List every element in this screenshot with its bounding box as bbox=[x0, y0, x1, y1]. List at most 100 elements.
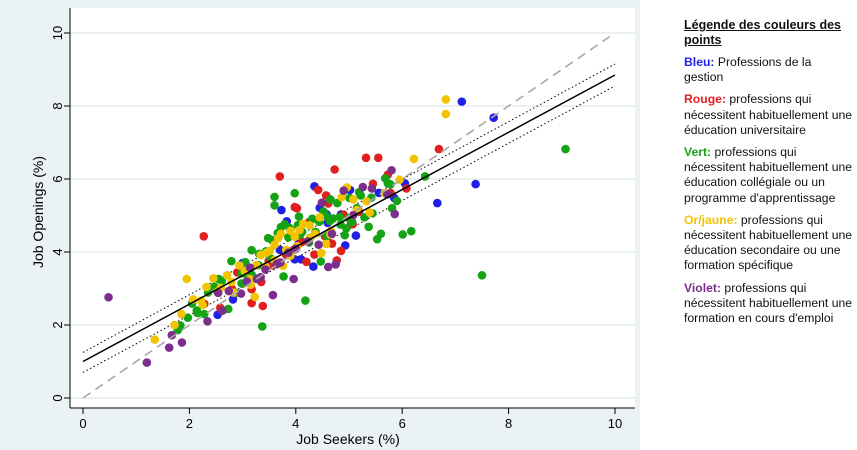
data-point-green bbox=[335, 212, 345, 222]
data-point-red bbox=[199, 232, 209, 241]
data-point-gold bbox=[315, 213, 325, 222]
x-tick-label: 10 bbox=[608, 416, 622, 431]
data-point-green bbox=[294, 212, 304, 221]
data-point-gold bbox=[317, 248, 326, 258]
legend-key: Rouge: bbox=[684, 92, 726, 107]
data-point-purple bbox=[203, 317, 212, 326]
data-point-gold bbox=[250, 292, 260, 302]
data-point-purple bbox=[367, 184, 377, 193]
y-axis-label: Job Openings (%) bbox=[30, 156, 46, 268]
legend-text: professions qui nécessitent habituelleme… bbox=[684, 212, 853, 273]
data-point-purple bbox=[289, 274, 298, 284]
data-point-purple bbox=[164, 343, 174, 352]
data-point-blue bbox=[433, 198, 442, 208]
data-point-green bbox=[183, 313, 193, 323]
data-point-purple bbox=[104, 292, 113, 302]
data-point-purple bbox=[177, 338, 187, 347]
data-point-gold bbox=[198, 300, 207, 310]
data-point-green bbox=[227, 256, 236, 266]
data-point-gold bbox=[409, 154, 419, 164]
data-point-red bbox=[434, 144, 444, 154]
data-point-gold bbox=[202, 282, 211, 292]
data-point-green bbox=[477, 271, 487, 280]
data-point-green bbox=[247, 245, 256, 255]
data-point-green bbox=[270, 200, 279, 210]
data-point-green bbox=[376, 229, 386, 239]
data-point-purple bbox=[317, 198, 327, 208]
axes: 0 2 4 6 8 10 0 2 4 6 8 10 bbox=[50, 8, 635, 431]
x-tick-label: 8 bbox=[505, 416, 512, 431]
data-point-gold bbox=[150, 335, 160, 344]
data-point-green bbox=[284, 233, 293, 242]
x-tick-label: 4 bbox=[292, 416, 299, 431]
data-point-red bbox=[361, 153, 371, 163]
data-point-blue bbox=[351, 231, 361, 240]
data-point-red bbox=[302, 257, 311, 267]
data-point-gold bbox=[441, 109, 451, 119]
data-point-blue bbox=[275, 245, 285, 255]
data-point-blue bbox=[228, 295, 238, 304]
data-point-purple bbox=[218, 306, 227, 316]
data-point-purple bbox=[323, 262, 333, 272]
data-point-gold bbox=[348, 195, 358, 204]
legend-entry: Vert: professions qui nécessitent habitu… bbox=[684, 145, 854, 206]
data-point-gold bbox=[305, 221, 314, 230]
data-point-purple bbox=[339, 186, 348, 195]
data-point-red bbox=[373, 153, 383, 163]
data-point-gold bbox=[276, 229, 286, 239]
data-point-green bbox=[270, 192, 279, 202]
data-point-green bbox=[398, 230, 408, 239]
y-tick-label: 2 bbox=[50, 321, 65, 328]
legend-key: Vert: bbox=[684, 145, 712, 160]
data-point-green bbox=[263, 233, 273, 243]
data-point-gold bbox=[182, 274, 192, 284]
legend-entry: Or/jaune: professions qui nécessitent ha… bbox=[684, 213, 854, 274]
y-tick-label: 6 bbox=[50, 175, 65, 182]
y-tick-label: 4 bbox=[50, 248, 65, 255]
x-tick-label: 6 bbox=[399, 416, 406, 431]
data-point-gold bbox=[262, 248, 271, 258]
legend-text: Professions de la gestion bbox=[684, 55, 812, 85]
legend-entry: Violet: professions qui nécessitent habi… bbox=[684, 281, 854, 327]
legend-key: Or/jaune: bbox=[684, 212, 738, 227]
data-point-purple bbox=[387, 165, 396, 175]
data-point-gold bbox=[177, 309, 186, 319]
legend-text: professions qui nécessitent habituelleme… bbox=[684, 92, 853, 137]
fit-line bbox=[82, 74, 616, 363]
data-point-gold bbox=[286, 226, 295, 236]
legend-entry: Bleu: Professions de la gestion bbox=[684, 55, 854, 85]
legend-key: Violet: bbox=[684, 280, 722, 295]
data-point-gold bbox=[365, 208, 375, 217]
data-point-green bbox=[347, 217, 357, 227]
data-point-gold bbox=[321, 239, 331, 249]
data-point-blue bbox=[471, 179, 480, 189]
data-point-purple bbox=[236, 289, 246, 298]
data-point-gold bbox=[222, 271, 232, 280]
data-point-green bbox=[326, 195, 335, 204]
x-tick-label: 0 bbox=[79, 416, 86, 431]
data-point-gold bbox=[209, 273, 218, 283]
ci-upper-line bbox=[82, 63, 616, 353]
data-point-green bbox=[193, 308, 202, 318]
data-point-green bbox=[316, 257, 326, 266]
data-point-blue bbox=[457, 97, 467, 106]
reference-lines bbox=[82, 32, 616, 399]
data-point-red bbox=[330, 165, 339, 174]
color-legend: Légende des couleurs des points Bleu: Pr… bbox=[684, 18, 854, 333]
data-point-red bbox=[310, 250, 319, 259]
data-point-purple bbox=[314, 240, 323, 249]
data-point-gold bbox=[235, 261, 244, 270]
plot-area bbox=[70, 8, 635, 408]
data-point-gold bbox=[441, 95, 451, 104]
data-point-green bbox=[364, 222, 373, 232]
data-point-purple bbox=[224, 286, 234, 296]
grid-lines bbox=[70, 32, 635, 399]
data-point-purple bbox=[331, 260, 341, 269]
data-point-red bbox=[290, 202, 300, 212]
data-point-gold bbox=[337, 192, 346, 202]
data-point-green bbox=[561, 144, 570, 154]
data-point-red bbox=[275, 172, 285, 181]
data-point-green bbox=[386, 180, 395, 189]
legend-entry: Rouge: professions qui nécessitent habit… bbox=[684, 92, 854, 138]
data-point-purple bbox=[268, 290, 278, 300]
